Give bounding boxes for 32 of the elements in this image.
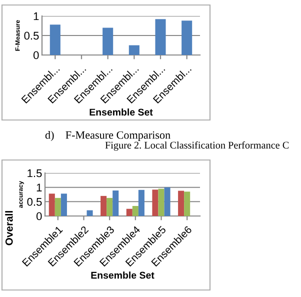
y-tick-label: 0.5 bbox=[24, 32, 39, 40]
text: Overall bbox=[5, 211, 13, 246]
bar bbox=[54, 198, 61, 216]
text: d) F-Measure Comparison bbox=[45, 130, 170, 142]
bar bbox=[155, 19, 166, 55]
y-tick-label: 0 bbox=[36, 212, 42, 220]
bar bbox=[60, 194, 67, 216]
y-tick-label: 0 bbox=[33, 51, 39, 60]
bar bbox=[132, 206, 138, 216]
y-tick-label: 1 bbox=[34, 12, 39, 20]
y-tick-label: 1.5 bbox=[28, 169, 42, 178]
bar bbox=[112, 190, 119, 216]
bar bbox=[126, 208, 132, 216]
bar bbox=[178, 190, 184, 216]
x-axis-title: Ensemble Set bbox=[91, 272, 154, 279]
bar bbox=[164, 187, 170, 216]
x-axis-title: Ensemble Set bbox=[90, 108, 153, 116]
y-tick-label: 0.5 bbox=[27, 198, 42, 206]
bar bbox=[102, 28, 114, 55]
bar bbox=[158, 188, 164, 216]
bar bbox=[128, 45, 140, 55]
bar bbox=[138, 190, 144, 216]
bar bbox=[182, 20, 192, 55]
bar bbox=[106, 198, 113, 216]
bar bbox=[48, 194, 55, 216]
bar bbox=[100, 196, 107, 216]
bar bbox=[184, 192, 190, 216]
bar bbox=[50, 24, 60, 55]
bar bbox=[86, 210, 93, 216]
bar bbox=[152, 190, 158, 216]
y-tick-label: 1 bbox=[36, 184, 42, 192]
caption: Figure 2. Local Classification Performance C bbox=[105, 141, 289, 151]
